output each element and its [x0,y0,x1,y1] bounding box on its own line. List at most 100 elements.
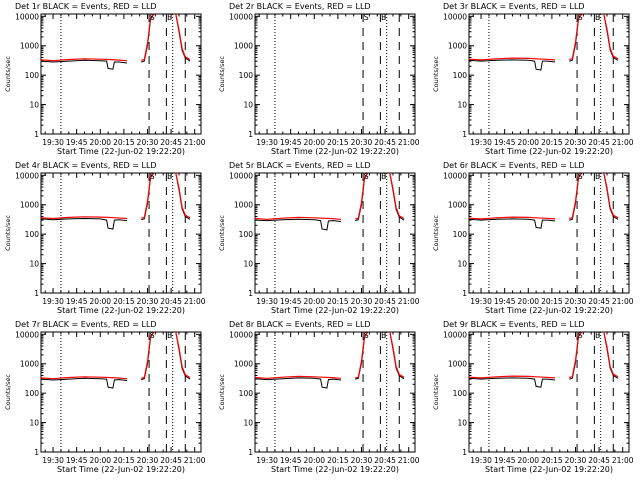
y-tick-label: 1000 [234,42,253,51]
marker-start-label: S [578,13,583,22]
panel-det-2r: Det 2r BLACK = Events, RED = LLD Counts/s… [218,2,420,156]
plot-frame [40,331,202,453]
x-tick-label: 19:30 [42,456,64,465]
x-axis-label: Start Time (22-Jun-02 19:22:20) [271,147,399,156]
panel-det-5r: Det 5r BLACK = Events, RED = LLD Counts/s… [218,161,420,315]
y-tick-label: 1 [34,448,39,457]
x-tick-label: 19:30 [256,297,278,306]
x-tick-label: 21:00 [612,456,634,465]
y-tick-label: 10000 [443,330,467,339]
events-series-line [40,217,128,230]
plot-frame [254,13,416,135]
marker-end-label: E [167,13,172,22]
y-tick-label: 1 [34,130,39,139]
x-tick-label: 20:30 [351,456,373,465]
panel-title: Det 3r BLACK = Events, RED = LLD [443,2,585,11]
y-axis-label: Counts/sec [4,374,12,410]
plot-frame [468,172,630,294]
x-tick-label: 20:30 [565,138,587,147]
x-axis-label: Start Time (22-Jun-02 19:22:20) [271,306,399,315]
x-tick-label: 21:00 [398,297,420,306]
marker-end-label: E [595,172,600,181]
x-tick-label: 19:45 [66,297,88,306]
events-series-line [254,218,342,231]
marker-start-label: S [150,13,155,22]
events-series-line [389,331,405,380]
y-tick-label: 10 [29,260,39,269]
x-tick-label: 21:00 [184,138,206,147]
y-tick-label: 1000 [20,42,39,51]
panel-det-6r: Det 6r BLACK = Events, RED = LLD Counts/s… [432,161,634,315]
y-tick-label: 100 [453,389,468,398]
events-series-line [468,377,556,388]
y-axis-label: Counts/sec [218,374,226,410]
panel-title: Det 2r BLACK = Events, RED = LLD [229,2,371,11]
x-tick-label: 19:45 [280,138,302,147]
x-tick-label: 19:30 [256,138,278,147]
y-tick-label: 10000 [443,12,467,21]
events-series-line [40,59,128,70]
x-tick-label: 20:30 [351,138,373,147]
x-tick-label: 20:15 [113,138,135,147]
marker-end-label: E [381,331,386,340]
panel-title: Det 1r BLACK = Events, RED = LLD [15,2,157,11]
x-tick-label: 19:45 [66,138,88,147]
panel-title: Det 7r BLACK = Events, RED = LLD [15,320,157,329]
x-tick-label: 20:15 [327,297,349,306]
x-tick-label: 20:45 [374,297,396,306]
y-tick-label: 1 [462,130,467,139]
panel-title: Det 6r BLACK = Events, RED = LLD [443,161,585,170]
x-axis-label: Start Time (22-Jun-02 19:22:20) [485,147,613,156]
x-tick-label: 19:30 [470,297,492,306]
lld-series-line [355,331,369,379]
x-tick-label: 20:45 [160,138,182,147]
y-tick-label: 100 [239,230,254,239]
lld-series-line [254,375,342,379]
y-tick-label: 10000 [15,12,39,21]
x-tick-label: 20:00 [89,138,111,147]
y-tick-label: 1 [248,289,253,298]
y-tick-label: 1 [34,289,39,298]
y-tick-label: 10000 [15,330,39,339]
x-tick-label: 19:30 [42,138,64,147]
panel-title: Det 9r BLACK = Events, RED = LLD [443,320,585,329]
lld-series-line [254,216,342,220]
x-tick-label: 21:00 [398,456,420,465]
marker-start-label: S [150,331,155,340]
y-tick-label: 10000 [443,171,467,180]
marker-end-label: E [595,13,600,22]
y-tick-label: 10000 [15,171,39,180]
x-tick-label: 20:45 [374,138,396,147]
y-tick-label: 10 [243,260,253,269]
lld-series-line [603,172,619,219]
y-axis-label: Counts/sec [218,215,226,251]
y-tick-label: 100 [239,71,254,80]
marker-start-label: S [150,172,155,181]
y-tick-label: 100 [239,389,254,398]
marker-start-label: S [364,331,369,340]
events-series-line [389,172,405,221]
y-axis-label: Counts/sec [218,56,226,92]
y-tick-label: 10 [29,419,39,428]
x-tick-label: 20:15 [327,456,349,465]
x-tick-label: 20:00 [303,297,325,306]
y-tick-label: 10000 [229,330,253,339]
lld-series-line [468,216,556,220]
y-tick-label: 100 [25,71,40,80]
x-tick-label: 20:45 [588,456,610,465]
x-axis-label: Start Time (22-Jun-02 19:22:20) [57,306,185,315]
x-tick-label: 20:45 [588,297,610,306]
x-axis-label: Start Time (22-Jun-02 19:22:20) [57,147,185,156]
x-tick-label: 20:00 [89,456,111,465]
y-tick-label: 1000 [448,201,467,210]
lld-series-line [569,13,583,61]
y-tick-label: 10 [457,101,467,110]
marker-end-label: E [595,331,600,340]
x-tick-label: 21:00 [184,456,206,465]
panel-det-1r: Det 1r BLACK = Events, RED = LLD Counts/s… [4,2,206,156]
y-tick-label: 10 [457,260,467,269]
x-tick-label: 20:30 [565,297,587,306]
marker-end-label: E [381,13,386,22]
y-tick-label: 1 [462,289,467,298]
events-series-line [40,377,128,389]
